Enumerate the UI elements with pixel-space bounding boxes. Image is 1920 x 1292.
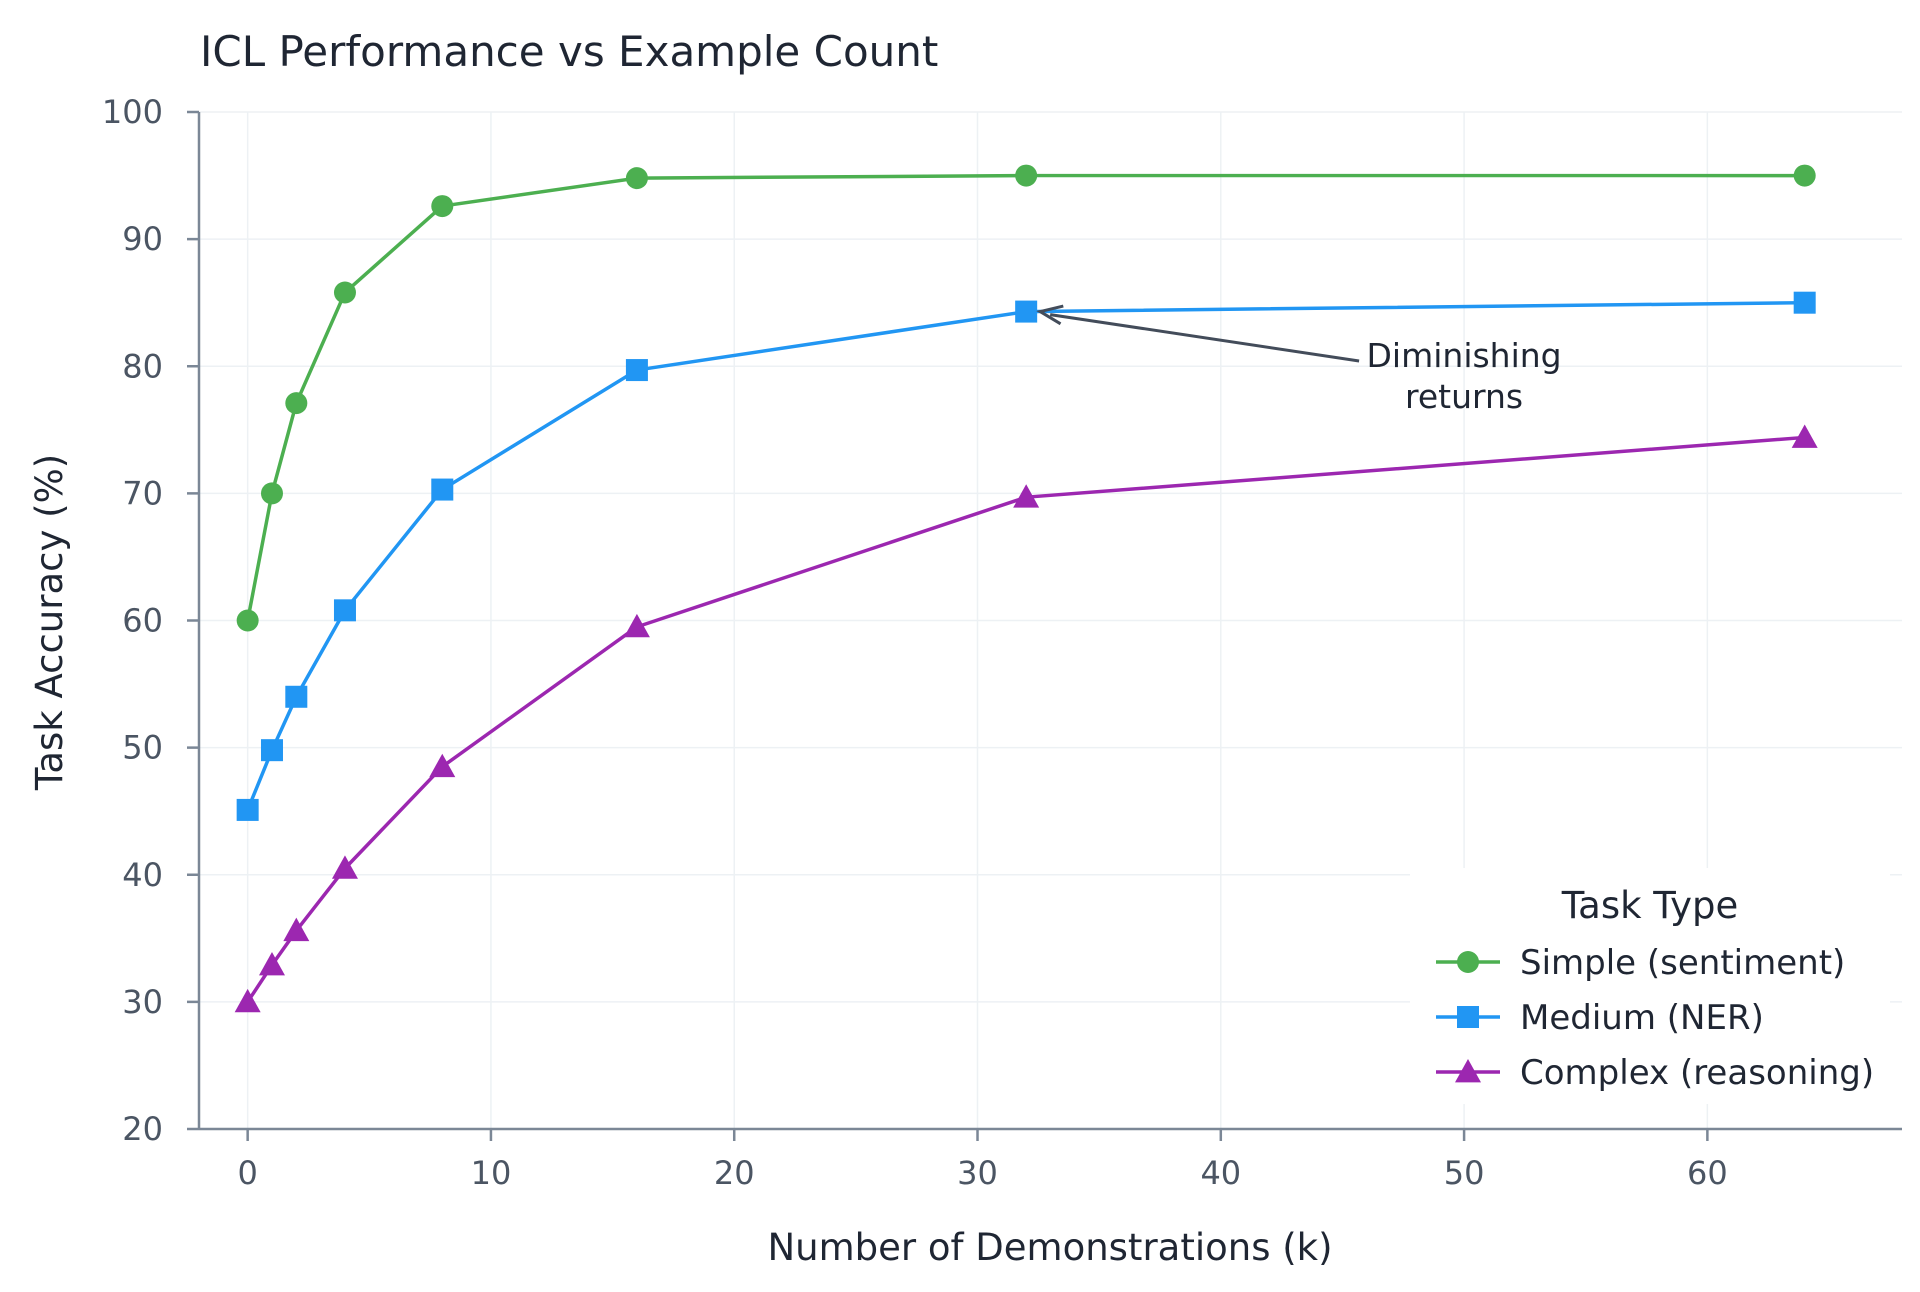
data-point xyxy=(236,609,259,632)
y-tick-label: 60 xyxy=(122,602,163,640)
y-tick-label: 40 xyxy=(122,856,163,894)
annotation-arrow-head xyxy=(1036,304,1064,326)
data-point xyxy=(333,281,356,304)
data-point xyxy=(1015,164,1038,187)
data-point xyxy=(234,988,261,1013)
legend-item: Simple (sentiment) xyxy=(1436,943,1845,983)
y-tick-label: 20 xyxy=(122,1110,163,1148)
y-tick-label: 50 xyxy=(122,729,163,767)
data-point xyxy=(625,167,648,190)
data-point xyxy=(1013,484,1040,508)
y-tick-label: 90 xyxy=(122,220,163,258)
legend: Task Type Simple (sentiment) Medium (NER)… xyxy=(1410,868,1890,1104)
data-point xyxy=(431,195,454,218)
legend-title: Task Type xyxy=(1561,884,1739,927)
data-point xyxy=(258,952,285,976)
legend-box xyxy=(1410,868,1890,1104)
x-tick-label: 60 xyxy=(1687,1154,1728,1192)
series-line xyxy=(245,173,1805,621)
series-line xyxy=(246,435,1805,1003)
data-point xyxy=(1793,164,1816,187)
data-point xyxy=(283,917,310,942)
grid xyxy=(199,111,1902,1130)
x-tick-label: 50 xyxy=(1444,1154,1485,1192)
data-point xyxy=(1791,424,1818,448)
x-tick-label: 10 xyxy=(471,1154,512,1192)
legend-label: Simple (sentiment) xyxy=(1520,943,1845,983)
data-point xyxy=(431,478,454,501)
y-axis-label: Task Accuracy (%) xyxy=(28,454,71,791)
legend-marker xyxy=(1455,1059,1481,1083)
data-point xyxy=(625,359,648,382)
data-point xyxy=(333,599,356,622)
legend-label: Complex (reasoning) xyxy=(1520,1053,1874,1093)
x-tick-label: 30 xyxy=(957,1154,998,1192)
series-1 xyxy=(236,291,1816,821)
ticks: 20 30 40 50 60 70 80 90 100 0 10 20 30 40 50 60 xyxy=(102,93,1728,1192)
annotation-text: returns xyxy=(1405,377,1523,416)
data-point xyxy=(285,685,308,708)
data-point xyxy=(1793,291,1816,314)
series-line xyxy=(246,300,1805,811)
data-point xyxy=(623,613,650,638)
data-point xyxy=(331,855,358,879)
annotation-text: Diminishing xyxy=(1367,336,1562,375)
x-tick-label: 20 xyxy=(714,1154,755,1192)
x-tick-label: 40 xyxy=(1200,1154,1241,1192)
data-point xyxy=(285,392,308,415)
data-point xyxy=(236,798,259,821)
legend-marker xyxy=(1457,1006,1479,1028)
legend-label: Medium (NER) xyxy=(1520,998,1764,1038)
data-point xyxy=(260,739,283,762)
y-tick-label: 70 xyxy=(122,474,163,512)
data-point xyxy=(260,482,283,505)
legend-marker xyxy=(1457,951,1479,973)
data-point xyxy=(429,753,456,778)
x-axis-label: Number of Demonstrations (k) xyxy=(767,1226,1332,1269)
series-0 xyxy=(236,164,1816,632)
annotation-arrow-line xyxy=(1049,313,1360,363)
y-tick-label: 30 xyxy=(122,983,163,1021)
series-2 xyxy=(234,424,1818,1013)
y-tick-label: 100 xyxy=(102,93,163,131)
series xyxy=(234,164,1818,1013)
x-tick-label: 0 xyxy=(237,1154,257,1192)
data-point xyxy=(1015,300,1038,323)
y-tick-label: 80 xyxy=(122,347,163,385)
legend-item: Complex (reasoning) xyxy=(1436,1053,1874,1093)
legend-items: Simple (sentiment) Medium (NER) Complex (r… xyxy=(1436,943,1874,1093)
chart-title: ICL Performance vs Example Count xyxy=(200,27,938,76)
legend-item: Medium (NER) xyxy=(1436,998,1764,1038)
